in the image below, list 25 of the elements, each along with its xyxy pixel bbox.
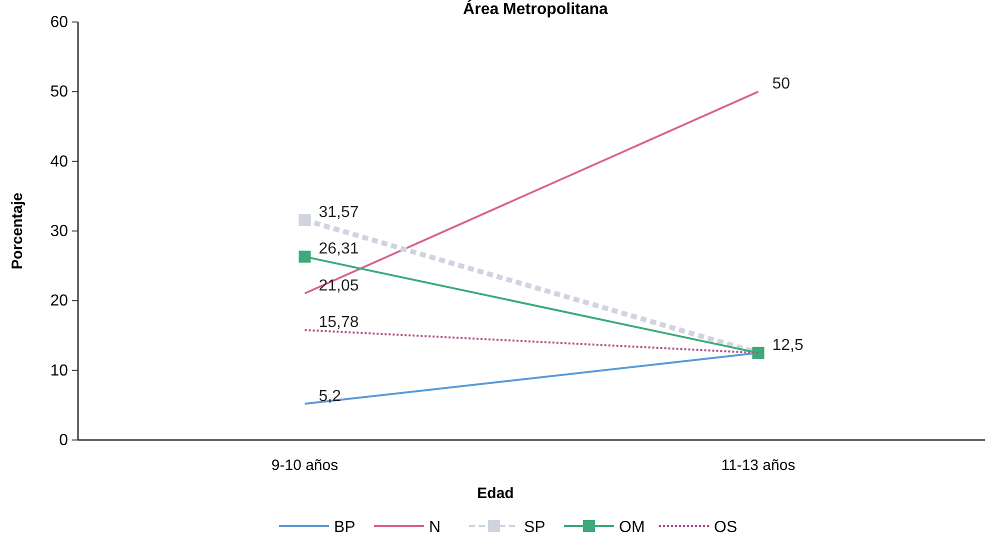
y-tick-label: 30	[50, 223, 68, 240]
legend-label: N	[429, 519, 441, 536]
data-label: 21,05	[318, 277, 359, 294]
data-label: 12,5	[772, 336, 804, 354]
x-tick-label: 9-10 años	[271, 457, 338, 474]
data-label: 15,78	[318, 314, 359, 332]
y-tick-label: 50	[50, 84, 68, 101]
data-label: 31,57	[318, 204, 359, 222]
chart-title: Área Metropolitana	[463, 0, 608, 18]
legend-label: OS	[714, 519, 738, 536]
y-tick-label: 0	[59, 432, 68, 449]
legend-label: BP	[334, 519, 356, 536]
data-label: 26,31	[318, 240, 359, 258]
y-axis-title: Porcentaje	[9, 192, 26, 270]
legend-label: SP	[524, 519, 546, 536]
x-axis-title: Edad	[477, 485, 514, 502]
legend-label: OM	[619, 519, 645, 536]
data-label: 50	[772, 76, 790, 93]
point	[298, 214, 311, 226]
y-tick-label: 60	[50, 14, 68, 31]
y-tick-label: 20	[50, 292, 68, 310]
y-tick-label: 40	[50, 153, 68, 170]
y-tick-label: 10	[50, 362, 68, 380]
x-tick-label: 11-13 años	[721, 457, 796, 474]
point	[298, 250, 311, 263]
